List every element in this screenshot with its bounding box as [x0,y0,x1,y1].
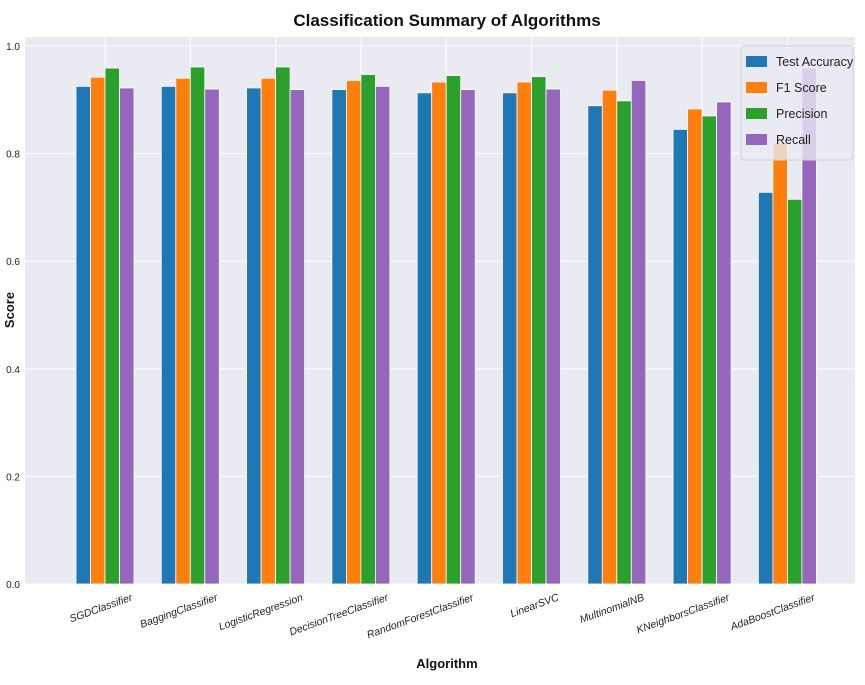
legend: Test Accuracy F1 Score Precision Recall [740,45,854,161]
bar-test-accuracy [246,87,262,585]
bar-f1-score [516,81,532,585]
chart-title: Classification Summary of Algorithms [293,11,600,30]
x-tick-label: AdaBoostClassifier [728,591,817,633]
legend-swatch [746,134,767,145]
bar-test-accuracy [416,92,433,585]
bar-f1-score [345,80,362,585]
bar-f1-score [90,76,106,585]
bar-precision [787,198,803,585]
bar-f1-score [260,77,277,585]
x-tick-label: SGDClassifier [68,591,135,625]
bar-precision [616,100,632,585]
x-tick-label: MultinomialNB [578,592,646,626]
bar-f1-score [431,81,447,585]
bar-recall [119,87,135,585]
legend-label: Recall [776,133,811,147]
bar-test-accuracy [160,85,177,585]
bar-recall [204,88,220,585]
bar-precision [701,115,717,585]
y-tick-label: 0.8 [6,150,20,161]
legend-label: Test Accuracy [776,55,854,69]
legend-swatch [746,56,767,67]
bar-test-accuracy [672,128,688,585]
y-tick-label: 0.0 [6,580,20,591]
bar-test-accuracy [331,89,347,585]
bar-f1-score [772,142,788,585]
y-tick-label: 0.6 [6,257,20,268]
bar-f1-score [601,89,618,585]
bar-recall [289,89,306,585]
bar-precision [189,66,206,585]
bar-test-accuracy [502,92,518,585]
bar-precision [275,66,291,585]
bar-f1-score [687,108,703,585]
bar-recall [545,88,561,585]
y-tick-label: 0.4 [6,365,20,376]
legend-swatch [746,82,767,93]
bar-test-accuracy [75,85,91,585]
bar-precision [104,67,120,585]
y-tick-label: 0.2 [6,472,20,483]
bar-precision [445,75,462,585]
bar-precision [360,74,376,585]
bar-recall [460,89,476,585]
x-tick-label: BaggingClassifier [138,591,219,630]
y-tick-label: 1.0 [6,42,20,53]
bar-test-accuracy [758,191,774,585]
x-tick-label: KNeighborsClassifier [635,591,732,636]
bar-recall [374,85,391,585]
legend-swatch [746,108,767,119]
bar-test-accuracy [587,105,603,585]
bar-precision [531,76,547,585]
bar-f1-score [175,77,191,585]
x-tick-label: LinearSVC [509,591,561,620]
bar-recall [716,101,732,585]
y-axis-label: Score [2,292,17,328]
bar-recall [630,80,647,585]
legend-label: Precision [776,107,827,121]
legend-label: F1 Score [776,81,827,95]
x-axis-label: Algorithm [416,656,477,671]
legend-box [740,45,854,161]
